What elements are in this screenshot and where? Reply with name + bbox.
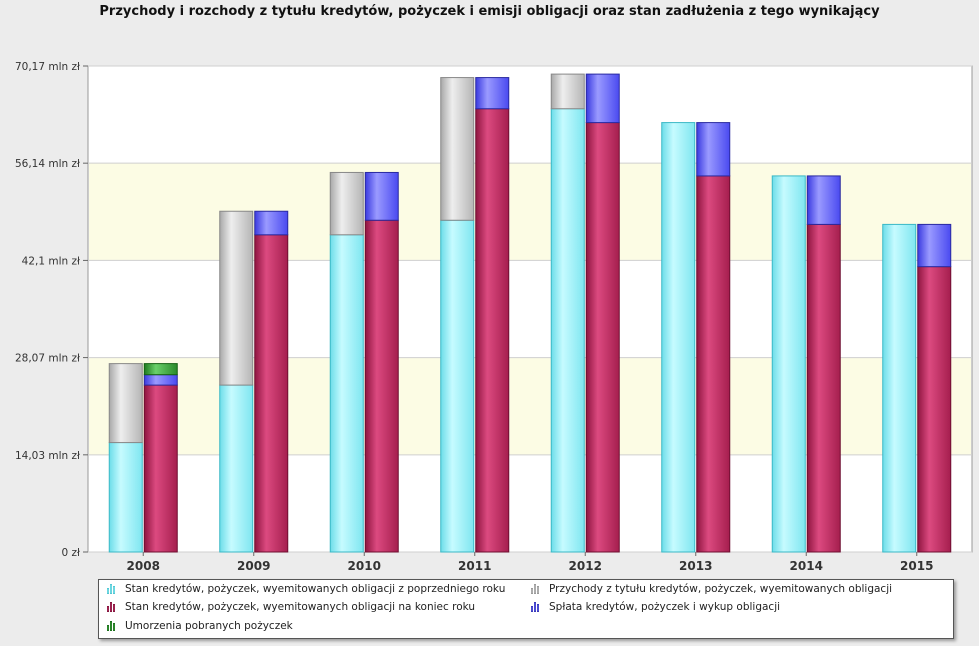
y-tick-label: 14,03 mln zł bbox=[15, 450, 80, 462]
bar-segment bbox=[329, 234, 364, 553]
bar-segment bbox=[550, 73, 585, 110]
bar-segment bbox=[143, 363, 178, 376]
legend-item: Stan kredytów, pożyczek, wyemitowanych o… bbox=[107, 601, 475, 613]
bar-segment bbox=[696, 175, 731, 553]
bar-chart-icon bbox=[107, 584, 117, 594]
bar-segment bbox=[219, 384, 254, 553]
x-tick-label: 2010 bbox=[348, 559, 381, 573]
x-tick-label: 2015 bbox=[900, 559, 933, 573]
bar-segment bbox=[440, 219, 475, 553]
bar-segment bbox=[475, 108, 510, 553]
y-tick-label: 28,07 mln zł bbox=[15, 353, 80, 365]
x-tick-label: 2012 bbox=[569, 559, 602, 573]
x-tick-label: 2009 bbox=[237, 559, 270, 573]
bar-segment bbox=[329, 171, 364, 236]
bar-segment bbox=[219, 210, 254, 386]
bar-segment bbox=[143, 384, 178, 553]
bar-chart-icon bbox=[531, 602, 541, 612]
x-tick-label: 2014 bbox=[790, 559, 823, 573]
legend-item: Spłata kredytów, pożyczek i wykup obliga… bbox=[531, 601, 780, 613]
legend-label: Spłata kredytów, pożyczek i wykup obliga… bbox=[549, 601, 781, 613]
legend-item: Przychody z tytułu kredytów, pożyczek, w… bbox=[531, 583, 892, 595]
bar-segment bbox=[254, 234, 289, 553]
bar-segment bbox=[550, 108, 585, 553]
x-tick-label: 2008 bbox=[127, 559, 160, 573]
bar-segment bbox=[917, 223, 952, 268]
bar-segment bbox=[917, 266, 952, 553]
bar-segment bbox=[143, 374, 178, 386]
y-tick-label: 70,17 mln zł bbox=[15, 61, 80, 73]
bar-segment bbox=[585, 122, 620, 553]
bar-segment bbox=[661, 122, 696, 553]
chart: 0 zł 14,03 mln zł 28,07 mln zł 42,1 mln zł 5… bbox=[15, 61, 973, 573]
y-tick-label: 56,14 mln zł bbox=[15, 158, 80, 170]
bar-chart-icon bbox=[107, 621, 117, 631]
bar-segment bbox=[108, 442, 143, 553]
bar-segment bbox=[254, 210, 289, 236]
legend-label: Przychody z tytułu kredytów, pożyczek, w… bbox=[549, 583, 893, 595]
chart-title: Przychody i rozchody z tytułu kredytów, … bbox=[99, 4, 880, 19]
bar-segment bbox=[440, 77, 475, 221]
legend-label: Stan kredytów, pożyczek, wyemitowanych o… bbox=[125, 583, 506, 595]
bar-segment bbox=[364, 171, 399, 221]
bar-segment bbox=[364, 219, 399, 553]
bar-segment bbox=[475, 77, 510, 110]
bar-chart-icon bbox=[531, 584, 541, 594]
bar-segment bbox=[696, 122, 731, 177]
y-tick-label: 42,1 mln zł bbox=[22, 255, 80, 267]
y-tick-label: 0 zł bbox=[61, 547, 80, 559]
legend: Stan kredytów, pożyczek, wyemitowanych o… bbox=[98, 579, 954, 639]
bar-segment bbox=[806, 175, 841, 225]
legend-label: Stan kredytów, pożyczek, wyemitowanych o… bbox=[125, 601, 476, 613]
legend-item: Stan kredytów, pożyczek, wyemitowanych o… bbox=[107, 583, 505, 595]
bar-segment bbox=[585, 73, 620, 124]
bar-segment bbox=[108, 363, 143, 444]
legend-label: Umorzenia pobranych pożyczek bbox=[125, 620, 293, 632]
x-tick-label: 2011 bbox=[458, 559, 491, 573]
legend-item: Umorzenia pobranych pożyczek bbox=[107, 620, 293, 632]
bar-segment bbox=[882, 223, 917, 553]
x-tick-label: 2013 bbox=[679, 559, 712, 573]
bar-segment bbox=[771, 175, 806, 553]
bar-segment bbox=[806, 223, 841, 553]
bar-chart-icon bbox=[107, 602, 117, 612]
